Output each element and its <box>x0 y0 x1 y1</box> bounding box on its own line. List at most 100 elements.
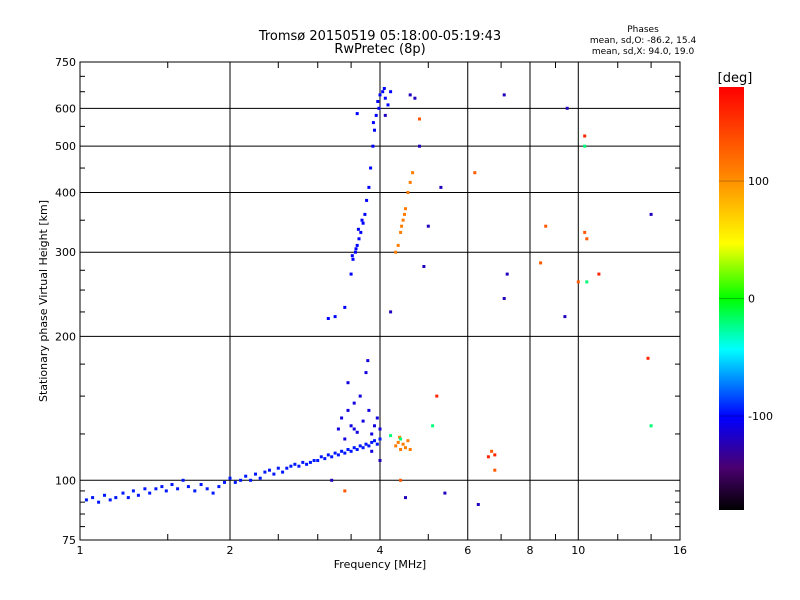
data-point <box>381 90 385 94</box>
data-point <box>400 224 404 228</box>
data-point <box>563 315 567 319</box>
data-point <box>378 427 382 431</box>
data-point <box>343 437 347 441</box>
data-point <box>422 265 426 268</box>
data-point <box>205 487 209 491</box>
data-point <box>597 272 601 276</box>
data-point <box>370 440 374 444</box>
data-point <box>404 207 407 211</box>
data-point <box>349 449 353 453</box>
data-point <box>330 455 334 459</box>
x-minor-ticks <box>167 62 652 540</box>
data-point <box>373 424 376 428</box>
x-tick-label: 8 <box>527 544 534 557</box>
data-point <box>358 444 362 448</box>
data-point <box>233 480 237 484</box>
data-point <box>371 144 375 148</box>
data-point <box>244 474 248 478</box>
data-point <box>649 424 653 428</box>
data-point <box>349 424 353 428</box>
data-point <box>258 476 262 480</box>
data-point <box>386 103 390 107</box>
data-point <box>371 121 375 125</box>
y-tick-label: 75 <box>62 534 76 547</box>
data-point <box>505 272 509 276</box>
data-point <box>389 90 393 94</box>
data-point <box>336 453 340 457</box>
data-point <box>316 459 320 462</box>
data-point <box>399 478 403 482</box>
data-point <box>326 317 330 320</box>
colorbar-ticks: 100 0 -100 <box>719 175 773 423</box>
data-point <box>376 100 380 103</box>
data-point <box>285 466 289 470</box>
data-point <box>585 237 589 241</box>
data-point <box>404 496 407 500</box>
y-tick-labels: 75 100 200 300 400 500 600 750 <box>55 56 76 547</box>
data-point <box>351 257 355 261</box>
data-point <box>583 134 587 138</box>
data-point <box>426 224 430 228</box>
data-point <box>343 489 347 493</box>
data-point <box>176 487 180 491</box>
data-point <box>373 439 376 443</box>
data-point <box>276 466 280 470</box>
x-tick-label: 2 <box>227 544 234 557</box>
data-point <box>585 280 589 284</box>
data-point <box>323 457 327 461</box>
data-point <box>399 437 403 441</box>
data-point <box>186 485 190 489</box>
data-point <box>583 230 587 234</box>
y-tick-label: 400 <box>55 186 76 199</box>
y-tick-label: 300 <box>55 246 76 259</box>
data-point <box>476 503 480 506</box>
data-point <box>394 444 398 448</box>
colorbar-tick-label: 100 <box>748 175 769 188</box>
data-point <box>136 493 140 497</box>
phases-line-x: mean, sd,X: 94.0, 19.0 <box>592 47 695 57</box>
data-point <box>576 280 580 284</box>
data-point <box>366 359 370 363</box>
data-point <box>408 93 412 97</box>
data-point <box>340 449 344 453</box>
data-point <box>103 493 106 497</box>
data-point <box>361 221 365 225</box>
data-point <box>399 448 403 451</box>
data-point <box>160 485 164 489</box>
data-point <box>486 455 490 459</box>
colorbar-tick-label: -100 <box>748 410 773 423</box>
data-point <box>228 476 232 480</box>
chart-title: Tromsø 20150519 05:18:00-05:19:43 <box>258 29 501 44</box>
data-point <box>406 439 410 443</box>
x-tick-label: 6 <box>464 544 471 557</box>
data-point <box>539 261 543 265</box>
data-point <box>649 212 653 216</box>
data-point <box>211 491 215 495</box>
data-point <box>396 440 400 444</box>
data-point <box>301 460 305 464</box>
data-point <box>289 464 293 468</box>
data-point <box>333 451 337 455</box>
data-point <box>143 487 147 491</box>
data-point <box>343 305 347 309</box>
data-point <box>148 491 152 495</box>
phases-title: Phases <box>627 25 659 35</box>
data-point <box>355 112 359 116</box>
data-point <box>401 218 405 222</box>
data-point <box>404 446 407 450</box>
data-point <box>193 489 197 493</box>
data-point <box>308 460 312 464</box>
data-point <box>378 437 382 441</box>
x-gridlines <box>229 62 579 540</box>
data-point <box>431 424 435 428</box>
data-point <box>355 448 359 451</box>
data-point <box>126 496 130 500</box>
data-point <box>361 419 365 423</box>
y-minor-ticks <box>80 75 680 528</box>
data-point <box>249 478 253 482</box>
data-point <box>254 472 257 476</box>
data-point <box>583 144 587 148</box>
y-tick-label: 100 <box>55 474 76 487</box>
data-point <box>154 487 158 491</box>
data-point <box>84 498 88 502</box>
